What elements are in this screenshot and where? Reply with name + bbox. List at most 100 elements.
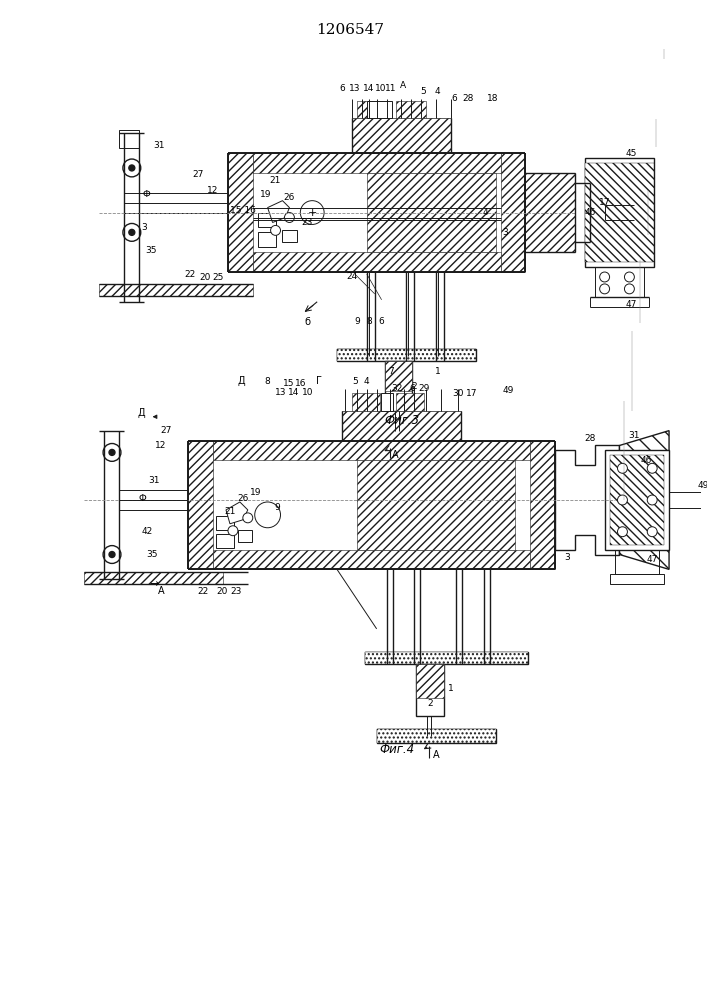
- Bar: [253, 252, 501, 272]
- Bar: [213, 441, 530, 460]
- Bar: [188, 441, 213, 569]
- Text: 18: 18: [487, 94, 498, 103]
- Bar: [119, 130, 139, 148]
- Bar: [385, 361, 412, 411]
- Bar: [585, 158, 654, 267]
- Circle shape: [228, 526, 238, 536]
- Circle shape: [624, 284, 634, 294]
- Text: 28: 28: [462, 94, 474, 103]
- Text: 21: 21: [269, 176, 280, 185]
- Bar: [367, 173, 496, 252]
- Text: 27: 27: [160, 426, 173, 435]
- Circle shape: [123, 223, 141, 241]
- Bar: [357, 424, 441, 436]
- Bar: [365, 652, 528, 664]
- Text: 6: 6: [339, 84, 345, 93]
- Text: →: →: [149, 579, 158, 589]
- Text: 16: 16: [295, 379, 306, 388]
- Circle shape: [271, 225, 281, 235]
- Text: 13: 13: [275, 388, 286, 397]
- Text: 3: 3: [141, 223, 146, 232]
- Bar: [377, 729, 496, 743]
- Bar: [365, 652, 528, 664]
- Text: 24: 24: [346, 272, 358, 281]
- Text: 9: 9: [274, 503, 281, 512]
- Bar: [342, 411, 461, 441]
- Text: 21: 21: [224, 507, 235, 516]
- Bar: [357, 101, 387, 118]
- Bar: [377, 729, 496, 743]
- Text: 17: 17: [599, 198, 610, 207]
- Text: 31: 31: [629, 431, 640, 440]
- Bar: [213, 550, 530, 569]
- Circle shape: [600, 272, 609, 282]
- Text: A: A: [158, 586, 165, 596]
- Bar: [216, 516, 234, 530]
- Text: 1: 1: [436, 367, 441, 376]
- Text: 32: 32: [391, 384, 402, 393]
- Text: 7: 7: [389, 367, 395, 376]
- Text: 23: 23: [230, 587, 242, 596]
- Text: 10: 10: [375, 84, 386, 93]
- Bar: [585, 163, 654, 262]
- Text: 28: 28: [584, 434, 595, 443]
- Text: 47: 47: [626, 300, 637, 309]
- Text: 5: 5: [352, 377, 358, 386]
- Text: 31: 31: [153, 141, 164, 150]
- Text: 8: 8: [264, 377, 271, 386]
- Text: 47: 47: [646, 555, 658, 564]
- Text: 2: 2: [411, 382, 417, 391]
- Bar: [590, 183, 604, 242]
- Text: 8: 8: [367, 317, 373, 326]
- Text: 42: 42: [141, 527, 152, 536]
- Bar: [416, 664, 444, 716]
- Text: 4: 4: [434, 87, 440, 96]
- Bar: [367, 101, 392, 118]
- Text: 49: 49: [698, 481, 707, 490]
- Bar: [258, 232, 276, 247]
- Bar: [357, 460, 515, 550]
- Text: 26: 26: [284, 193, 295, 202]
- Circle shape: [647, 463, 658, 473]
- Text: 46: 46: [641, 456, 652, 465]
- Text: 49: 49: [503, 386, 514, 395]
- Text: 2: 2: [427, 699, 433, 708]
- Bar: [397, 101, 426, 118]
- Circle shape: [109, 449, 115, 455]
- Bar: [609, 455, 664, 545]
- Text: 17: 17: [466, 389, 477, 398]
- Text: 22: 22: [185, 270, 196, 279]
- Text: 45: 45: [626, 149, 637, 158]
- Bar: [253, 153, 501, 173]
- Bar: [99, 284, 253, 296]
- Text: 10: 10: [301, 388, 313, 397]
- Text: 6: 6: [379, 317, 385, 326]
- Bar: [258, 213, 276, 227]
- Bar: [337, 349, 476, 361]
- Text: 3: 3: [564, 553, 570, 562]
- Bar: [352, 393, 380, 411]
- Text: 14: 14: [363, 84, 375, 93]
- Text: Ф: Ф: [139, 494, 146, 503]
- Circle shape: [255, 502, 281, 528]
- Text: 26: 26: [237, 494, 249, 503]
- Circle shape: [300, 201, 324, 224]
- Text: 19: 19: [260, 190, 271, 199]
- Circle shape: [600, 284, 609, 294]
- Text: 11: 11: [385, 84, 397, 93]
- Text: б: б: [304, 317, 310, 327]
- Circle shape: [617, 463, 627, 473]
- Text: 20: 20: [199, 273, 211, 282]
- Polygon shape: [268, 201, 289, 222]
- Circle shape: [103, 444, 121, 461]
- Text: 20: 20: [216, 587, 228, 596]
- Bar: [283, 230, 298, 242]
- Bar: [397, 393, 424, 411]
- Text: 35: 35: [145, 246, 156, 255]
- Text: 46: 46: [584, 208, 595, 217]
- Circle shape: [109, 552, 115, 557]
- Text: 31: 31: [148, 476, 159, 485]
- Text: A: A: [392, 450, 399, 460]
- Circle shape: [647, 527, 658, 537]
- Bar: [238, 530, 252, 542]
